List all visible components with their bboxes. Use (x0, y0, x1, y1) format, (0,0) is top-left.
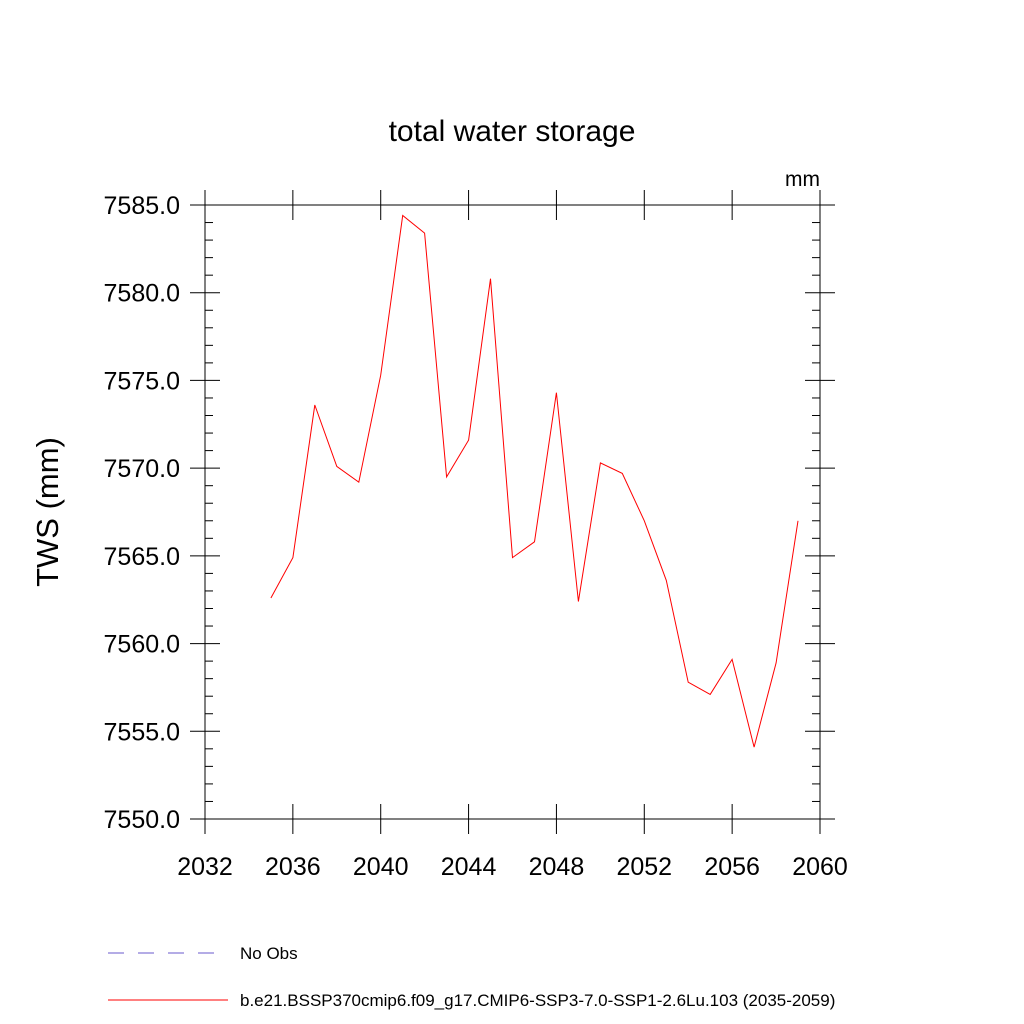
y-tick-label: 7570.0 (104, 455, 180, 483)
y-tick-label: 7560.0 (104, 631, 180, 659)
x-tick-label: 2060 (792, 853, 848, 881)
y-tick-label: 7585.0 (104, 192, 180, 220)
series-line-0 (270, 214, 799, 748)
y-tick-labels: 7550.0 7555.0 7560.0 7565.0 7570.0 7575.0 7580… (104, 192, 180, 834)
units-label: mm (785, 168, 820, 191)
legend-label-no-obs: No Obs (240, 944, 298, 963)
x-tick-label: 2040 (353, 853, 409, 881)
axis-ticks (190, 190, 835, 834)
chart-title: total water storage (389, 115, 636, 148)
y-tick-label: 7580.0 (104, 280, 180, 308)
legend: No Obs b.e21.BSSP370cmip6.f09_g17.CMIP6-… (108, 944, 835, 1010)
x-tick-label: 2052 (616, 853, 672, 881)
x-tick-label: 2056 (704, 853, 760, 881)
y-axis-label: TWS (mm) (30, 437, 65, 587)
y-tick-label: 7555.0 (104, 718, 180, 746)
x-tick-label: 2044 (441, 853, 497, 881)
legend-label-model-run: b.e21.BSSP370cmip6.f09_g17.CMIP6-SSP3-7.… (240, 991, 835, 1010)
y-tick-label: 7575.0 (104, 367, 180, 395)
y-tick-label: 7565.0 (104, 543, 180, 571)
x-tick-label: 2032 (177, 853, 233, 881)
x-tick-label: 2048 (529, 853, 585, 881)
y-tick-label: 7550.0 (104, 806, 180, 834)
plot-frame (204, 204, 821, 820)
series-layer (270, 214, 799, 748)
x-tick-labels: 2032 2036 2040 2044 2048 2052 2056 2060 (177, 853, 848, 881)
x-tick-label: 2036 (265, 853, 321, 881)
